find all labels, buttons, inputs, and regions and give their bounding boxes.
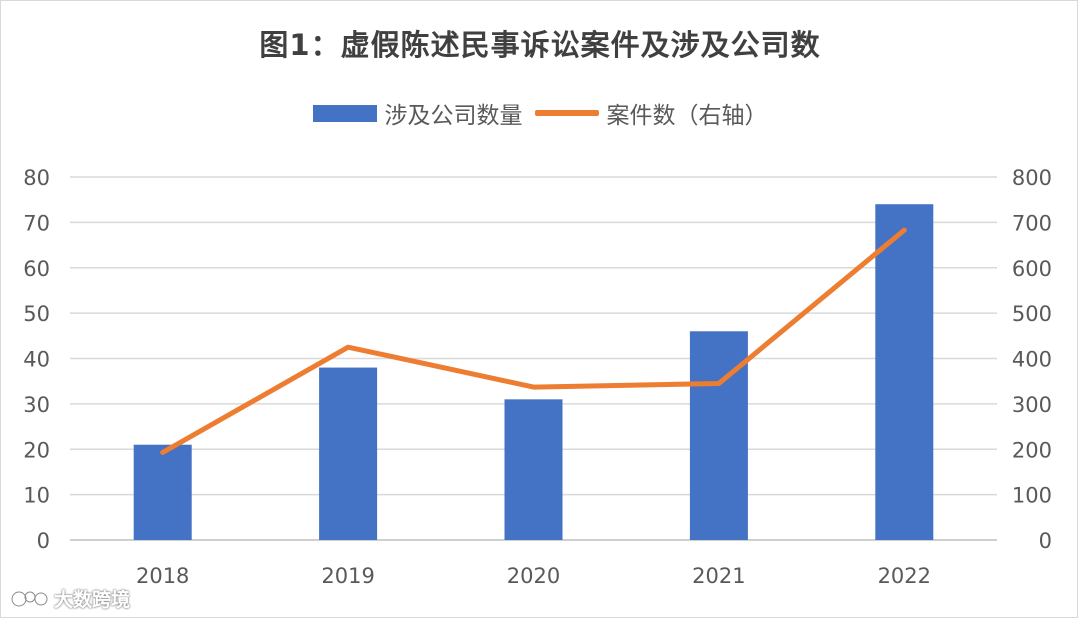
bar bbox=[319, 367, 378, 540]
bar bbox=[133, 444, 192, 540]
y-left-tick-label: 80 bbox=[23, 166, 50, 190]
legend-line-swatch bbox=[534, 110, 599, 116]
legend-label-bar: 涉及公司数量 bbox=[384, 103, 523, 129]
legend-item-bar: 涉及公司数量 bbox=[312, 96, 523, 130]
bar bbox=[504, 399, 563, 540]
y-right-tick-label: 400 bbox=[1012, 348, 1052, 372]
x-tick-label: 2018 bbox=[136, 564, 189, 588]
y-left-tick-label: 10 bbox=[23, 484, 50, 508]
bar bbox=[689, 331, 748, 540]
y-right-tick-label: 500 bbox=[1012, 302, 1052, 326]
y-left-tick-label: 20 bbox=[23, 438, 50, 462]
y-left-tick-label: 70 bbox=[23, 211, 50, 235]
y-right-tick-label: 300 bbox=[1012, 393, 1052, 417]
y-right-tick-label: 700 bbox=[1012, 211, 1052, 235]
y-left-tick-label: 50 bbox=[23, 302, 50, 326]
y-left-tick-label: 60 bbox=[23, 257, 50, 281]
y-right-tick-label: 0 bbox=[1039, 529, 1052, 553]
y-left-tick-label: 40 bbox=[23, 348, 50, 372]
watermark-text: 大数跨境 bbox=[54, 589, 131, 611]
watermark-logo-icon bbox=[10, 590, 49, 607]
legend-item-line: 案件数（右轴） bbox=[534, 96, 768, 130]
legend-bar-swatch bbox=[312, 104, 377, 122]
x-tick-label: 2019 bbox=[321, 564, 374, 588]
x-tick-label: 2022 bbox=[878, 564, 931, 588]
bar bbox=[875, 204, 934, 540]
chart-title: 图1：虚假陈述民事诉讼案件及涉及公司数 bbox=[259, 28, 821, 62]
y-right-tick-label: 100 bbox=[1012, 484, 1052, 508]
y-right-tick-label: 800 bbox=[1012, 166, 1052, 190]
y-right-tick-label: 600 bbox=[1012, 257, 1052, 281]
x-tick-label: 2021 bbox=[692, 564, 745, 588]
chart-legend: 涉及公司数量 案件数（右轴） bbox=[0, 96, 1080, 130]
y-left-tick-label: 30 bbox=[23, 393, 50, 417]
legend-label-line: 案件数（右轴） bbox=[606, 103, 768, 129]
watermark: 大数跨境 bbox=[10, 585, 130, 612]
x-tick-label: 2020 bbox=[507, 564, 560, 588]
y-right-tick-label: 200 bbox=[1012, 438, 1052, 462]
y-left-tick-label: 0 bbox=[37, 529, 50, 553]
